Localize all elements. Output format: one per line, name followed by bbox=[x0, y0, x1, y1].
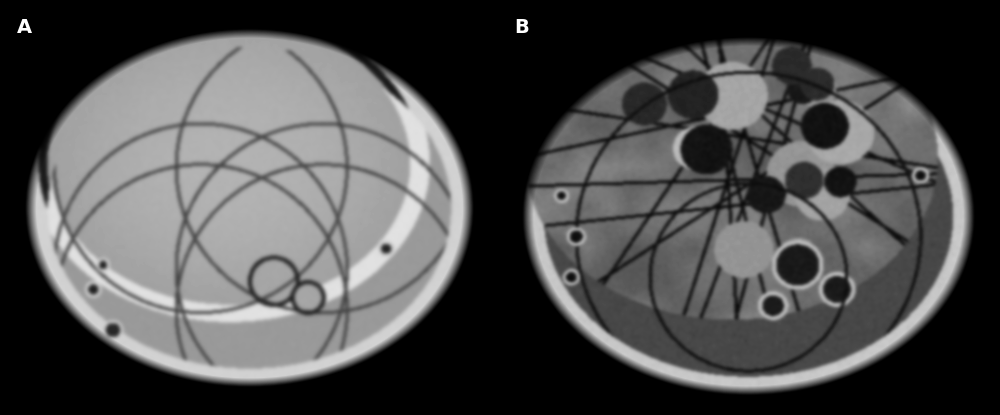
Text: B: B bbox=[514, 18, 529, 37]
Text: A: A bbox=[17, 18, 32, 37]
